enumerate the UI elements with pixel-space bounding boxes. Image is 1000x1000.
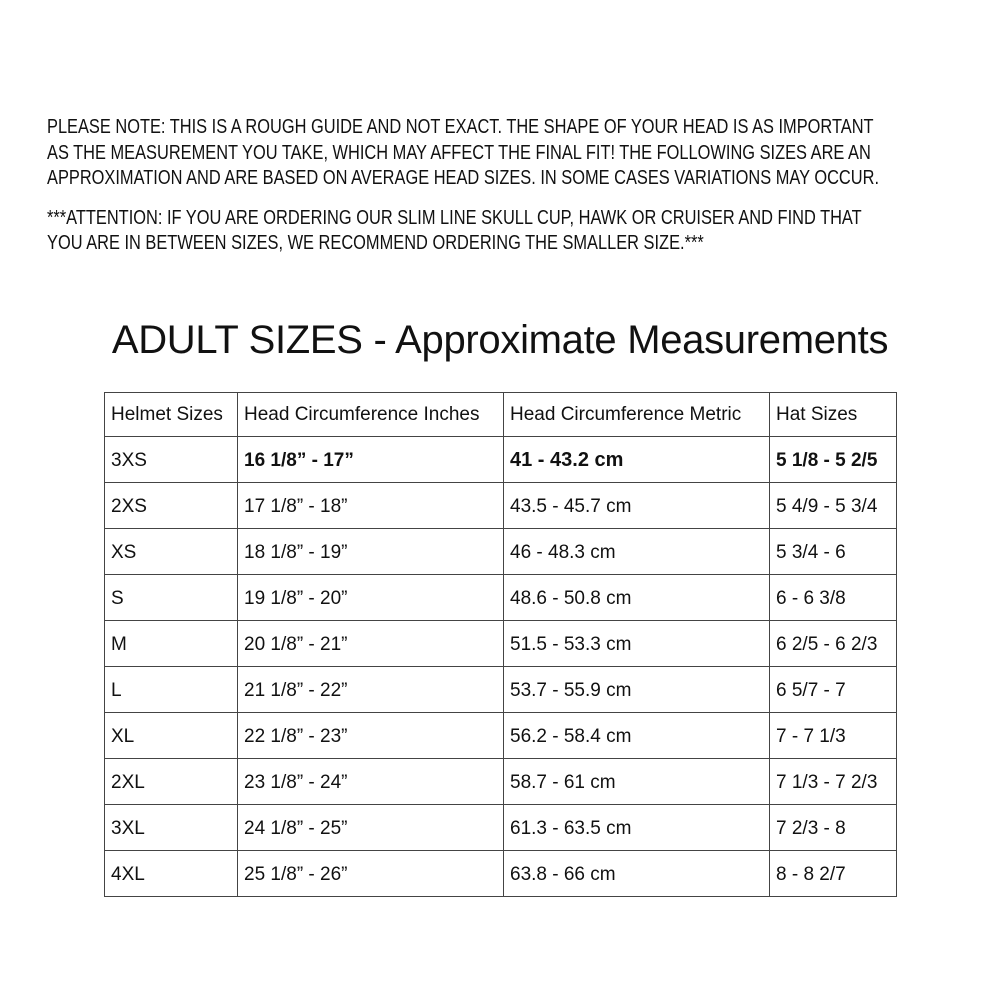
metric-cell: 48.6 - 50.8 cm bbox=[503, 574, 770, 621]
table-header-row: Helmet Sizes Head Circumference Inches H… bbox=[104, 392, 897, 437]
helmet-size-cell: XL bbox=[104, 712, 238, 759]
hat-size-cell: 5 3/4 - 6 bbox=[769, 528, 897, 575]
helmet-size-cell: 2XS bbox=[104, 482, 238, 529]
inches-cell: 18 1/8” - 19” bbox=[237, 528, 504, 575]
table-row: XL 22 1/8” - 23” 56.2 - 58.4 cm 7 - 7 1/3 bbox=[104, 712, 897, 759]
hat-size-cell: 5 4/9 - 5 3/4 bbox=[769, 482, 897, 529]
note-line: APPROXIMATION AND ARE BASED ON AVERAGE H… bbox=[47, 166, 880, 189]
note-line: AS THE MEASUREMENT YOU TAKE, WHICH MAY A… bbox=[47, 140, 871, 164]
hat-size-cell: 6 2/5 - 6 2/3 bbox=[769, 620, 897, 667]
size-table: Helmet Sizes Head Circumference Inches H… bbox=[104, 392, 897, 897]
header-metric: Head Circumference Metric bbox=[503, 392, 770, 437]
helmet-size-cell: 3XS bbox=[104, 436, 238, 483]
inches-cell: 20 1/8” - 21” bbox=[237, 620, 504, 667]
helmet-size-cell: M bbox=[104, 620, 238, 667]
table-row: 3XS 16 1/8” - 17” 41 - 43.2 cm 5 1/8 - 5 2/… bbox=[104, 436, 897, 483]
hat-size-cell: 7 1/3 - 7 2/3 bbox=[769, 758, 897, 805]
helmet-size-cell: S bbox=[104, 574, 238, 621]
table-row: 2XS 17 1/8” - 18” 43.5 - 45.7 cm 5 4/9 - 5 … bbox=[104, 482, 897, 529]
hat-size-cell: 8 - 8 2/7 bbox=[769, 850, 897, 897]
metric-cell: 43.5 - 45.7 cm bbox=[503, 482, 770, 529]
inches-cell: 17 1/8” - 18” bbox=[237, 482, 504, 529]
metric-cell: 63.8 - 66 cm bbox=[503, 850, 770, 897]
hat-size-cell: 6 5/7 - 7 bbox=[769, 666, 897, 713]
metric-cell: 61.3 - 63.5 cm bbox=[503, 804, 770, 851]
table-row: 2XL 23 1/8” - 24” 58.7 - 61 cm 7 1/3 - 7 2/… bbox=[104, 758, 897, 805]
attention-line: ***ATTENTION: IF YOU ARE ORDERING OUR SL… bbox=[47, 205, 862, 229]
table-row: 3XL 24 1/8” - 25” 61.3 - 63.5 cm 7 2/3 - 8 bbox=[104, 804, 897, 851]
table-row: M 20 1/8” - 21” 51.5 - 53.3 cm 6 2/5 - 6 2/… bbox=[104, 620, 897, 667]
inches-cell: 19 1/8” - 20” bbox=[237, 574, 504, 621]
header-inches: Head Circumference Inches bbox=[237, 392, 504, 437]
table-row: L 21 1/8” - 22” 53.7 - 55.9 cm 6 5/7 - 7 bbox=[104, 666, 897, 713]
hat-size-cell: 7 - 7 1/3 bbox=[769, 712, 897, 759]
note-line: PLEASE NOTE: THIS IS A ROUGH GUIDE AND N… bbox=[47, 115, 874, 138]
inches-cell: 24 1/8” - 25” bbox=[237, 804, 504, 851]
helmet-size-cell: L bbox=[104, 666, 238, 713]
helmet-size-cell: 2XL bbox=[104, 758, 238, 805]
inches-cell: 22 1/8” - 23” bbox=[237, 712, 504, 759]
hat-size-cell: 7 2/3 - 8 bbox=[769, 804, 897, 851]
inches-cell: 25 1/8” - 26” bbox=[237, 850, 504, 897]
hat-size-cell: 6 - 6 3/8 bbox=[769, 574, 897, 621]
header-helmet-sizes: Helmet Sizes bbox=[104, 392, 238, 437]
metric-cell: 46 - 48.3 cm bbox=[503, 528, 770, 575]
hat-size-cell: 5 1/8 - 5 2/5 bbox=[769, 436, 897, 483]
attention-line: YOU ARE IN BETWEEN SIZES, WE RECOMMEND O… bbox=[47, 231, 704, 254]
inches-cell: 16 1/8” - 17” bbox=[237, 436, 504, 483]
header-hat-sizes: Hat Sizes bbox=[769, 392, 897, 437]
metric-cell: 58.7 - 61 cm bbox=[503, 758, 770, 805]
helmet-size-cell: 3XL bbox=[104, 804, 238, 851]
table-row: S 19 1/8” - 20” 48.6 - 50.8 cm 6 - 6 3/8 bbox=[104, 574, 897, 621]
metric-cell: 53.7 - 55.9 cm bbox=[503, 666, 770, 713]
table-row: XS 18 1/8” - 19” 46 - 48.3 cm 5 3/4 - 6 bbox=[104, 528, 897, 575]
metric-cell: 51.5 - 53.3 cm bbox=[503, 620, 770, 667]
helmet-size-cell: XS bbox=[104, 528, 238, 575]
helmet-size-cell: 4XL bbox=[104, 850, 238, 897]
metric-cell: 56.2 - 58.4 cm bbox=[503, 712, 770, 759]
table-row: 4XL 25 1/8” - 26” 63.8 - 66 cm 8 - 8 2/7 bbox=[104, 850, 897, 897]
inches-cell: 23 1/8” - 24” bbox=[237, 758, 504, 805]
sizing-notes: PLEASE NOTE: THIS IS A ROUGH GUIDE AND N… bbox=[47, 114, 943, 256]
inches-cell: 21 1/8” - 22” bbox=[237, 666, 504, 713]
page-title: ADULT SIZES - Approximate Measurements bbox=[111, 318, 889, 362]
metric-cell: 41 - 43.2 cm bbox=[503, 436, 770, 483]
